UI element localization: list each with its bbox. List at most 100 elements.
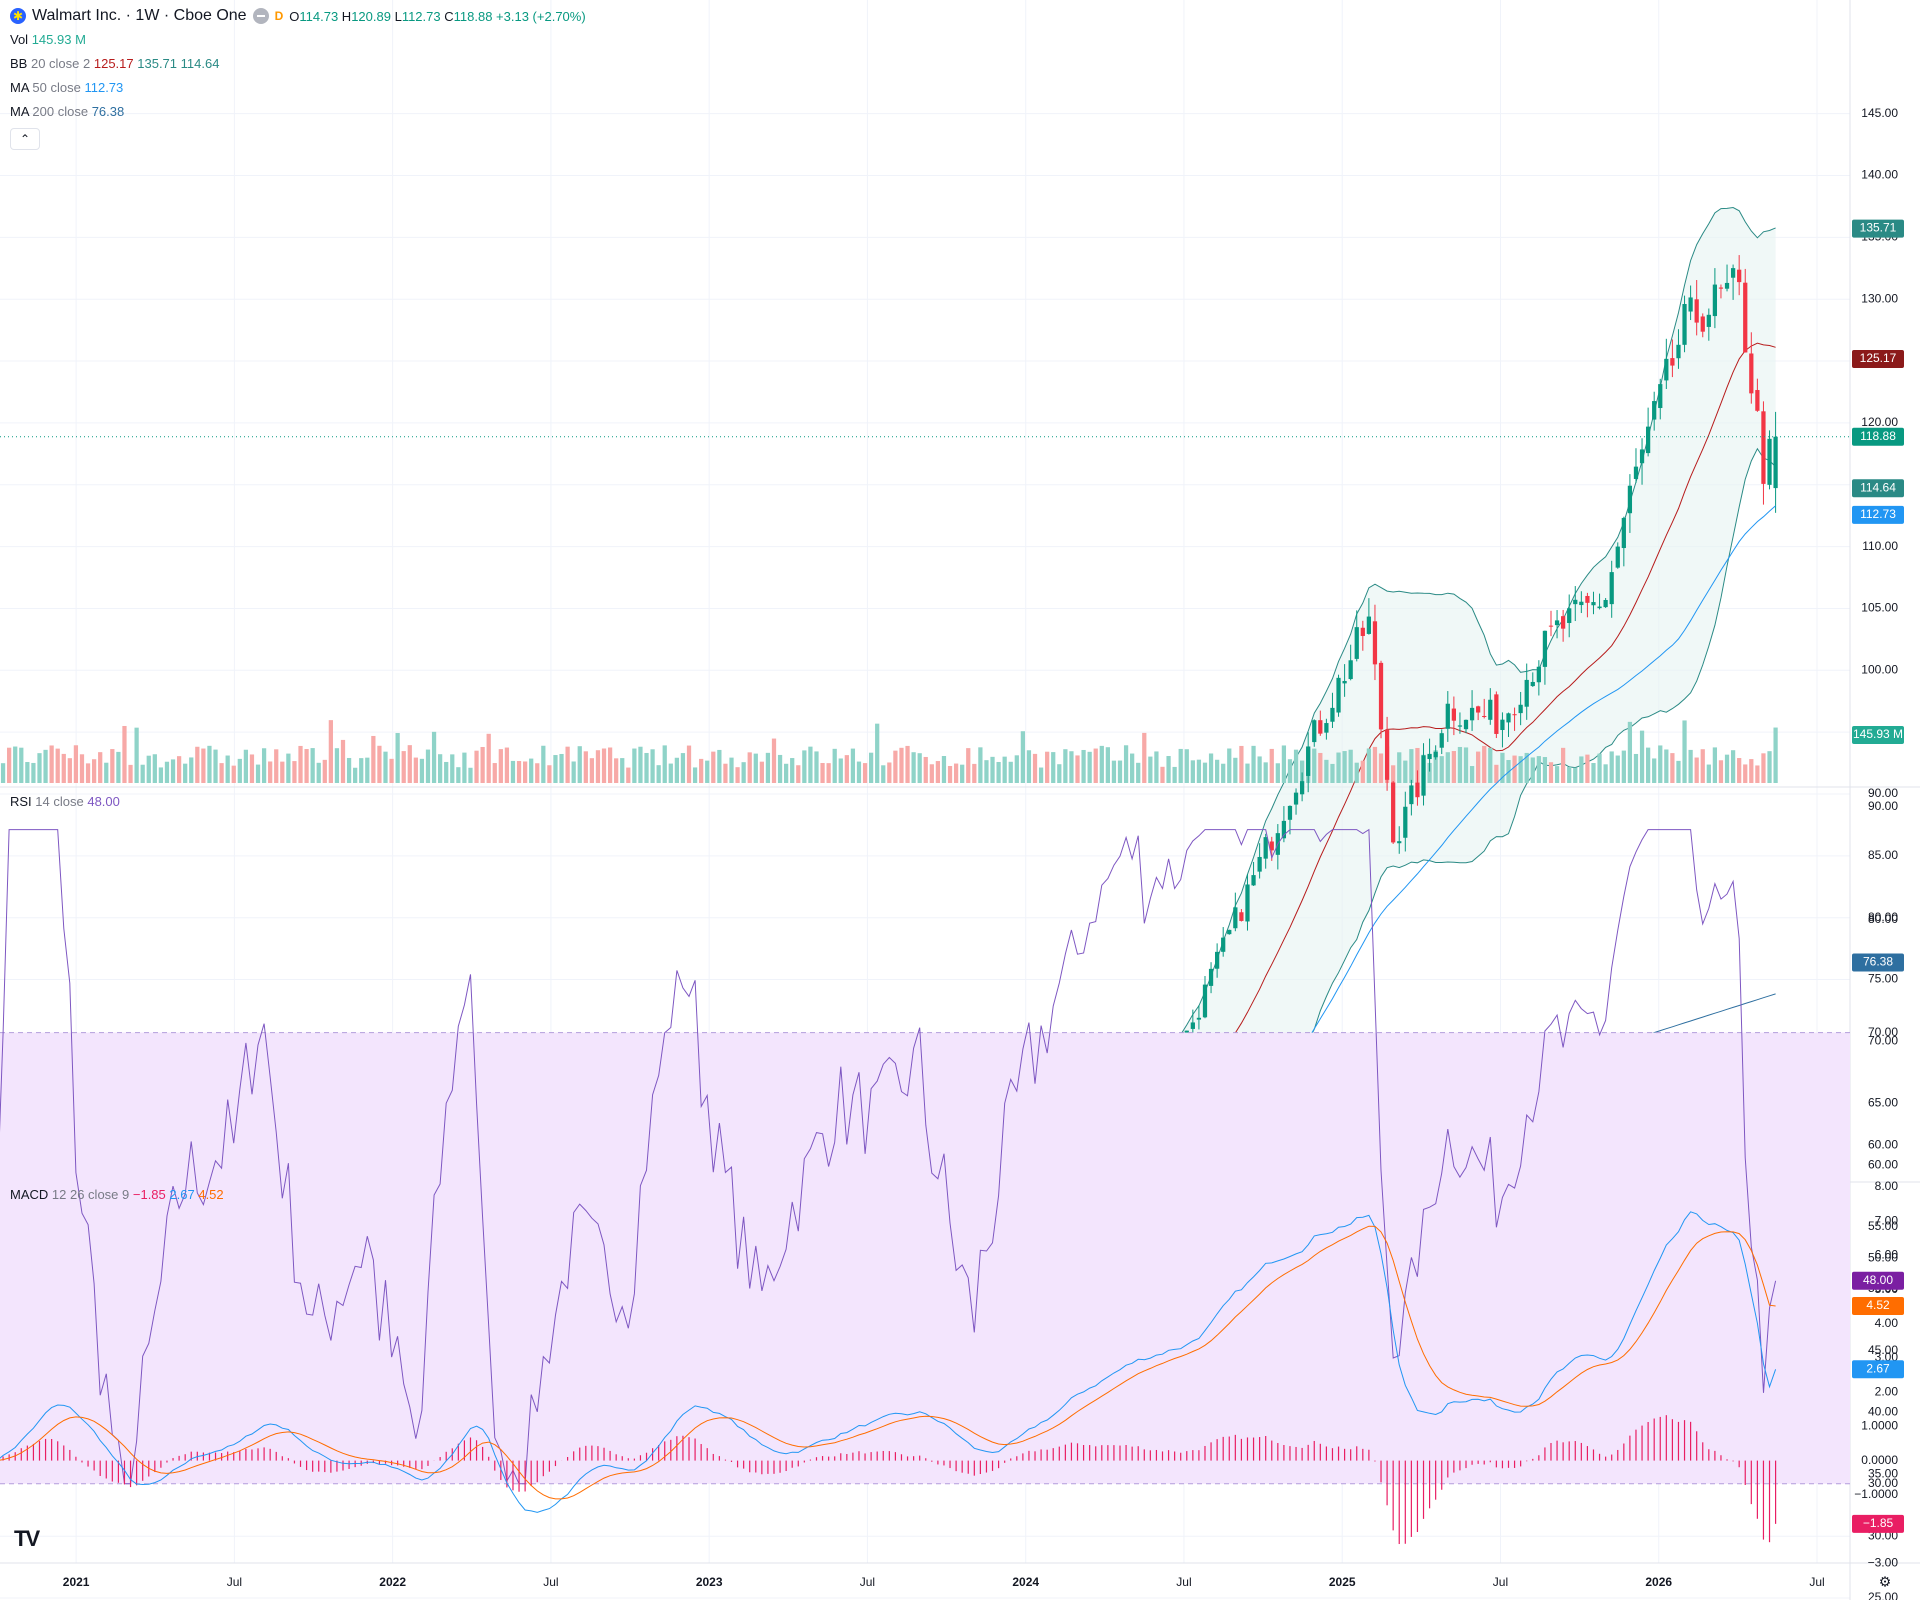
volume-bar: [274, 749, 279, 783]
collapse-legend-button[interactable]: ⌃: [10, 128, 40, 150]
volume-bar: [960, 764, 965, 783]
volume-bar: [1567, 766, 1572, 783]
volume-bar: [699, 758, 704, 783]
volume-bar: [468, 767, 473, 783]
price-axis-label: 70.00: [1868, 1034, 1898, 1048]
volume-bar: [25, 762, 30, 783]
price-axis-label: 100.00: [1861, 662, 1898, 676]
volume-bar: [225, 755, 230, 783]
delayed-flag[interactable]: D: [274, 9, 284, 23]
volume-bar: [838, 758, 843, 783]
price-tag-ma200: 76.38: [1863, 955, 1893, 969]
legend-ma50[interactable]: MA 50 close 112.73: [10, 80, 124, 95]
volume-bar: [1597, 753, 1602, 783]
volume-bar: [735, 767, 740, 783]
time-axis-label: Jul: [543, 1575, 558, 1589]
volume-bar: [753, 753, 758, 783]
price-axis-label: 75.00: [1868, 972, 1898, 986]
legend-volume[interactable]: Vol 145.93 M: [10, 32, 86, 47]
volume-bar: [377, 745, 382, 783]
volume-bar: [37, 753, 42, 783]
volume-bar: [176, 756, 182, 783]
volume-bar: [1706, 764, 1711, 783]
symbol-title[interactable]: Walmart Inc. · 1W · Cboe One: [32, 7, 247, 24]
price-tag-last-bg: [1852, 427, 1904, 446]
volume-bar: [237, 758, 242, 783]
volume-bar: [1123, 745, 1129, 783]
volume-bar: [547, 765, 552, 783]
candle-body: [1761, 411, 1766, 484]
volume-bar: [492, 763, 497, 783]
rsi-pane: [0, 828, 1850, 1485]
volume-bar: [972, 763, 977, 783]
legend-rsi[interactable]: RSI 14 close 48.00: [10, 794, 120, 809]
volume-bar: [1682, 720, 1687, 783]
price-axis-label: 60.00: [1868, 1157, 1898, 1171]
volume-bar: [183, 763, 188, 783]
volume-bar: [729, 757, 734, 783]
volume-bar: [1117, 760, 1123, 783]
legend-macd[interactable]: MACD 12 26 close 9 −1.85 2.67 4.52: [10, 1187, 224, 1202]
volume-bar: [911, 752, 916, 783]
volume-bar: [1111, 760, 1117, 783]
price-axis-label: 35.00: [1868, 1467, 1898, 1481]
volume-bar: [1142, 732, 1147, 783]
volume-bar: [1500, 752, 1505, 783]
volume-bar: [1591, 763, 1596, 783]
volume-bar: [1148, 756, 1153, 783]
volume-bar: [747, 752, 752, 783]
volume-bar: [1002, 756, 1007, 783]
settings-gear-icon[interactable]: ⚙: [1879, 1574, 1892, 1590]
volume-bar: [444, 761, 449, 783]
volume-bar: [1718, 760, 1724, 783]
tradingview-logo-icon[interactable]: TV: [14, 1526, 40, 1551]
candle-body: [1427, 753, 1432, 760]
volume-bar: [73, 745, 79, 783]
candle-body: [1324, 723, 1329, 733]
price-tag-vol-bg: [1852, 726, 1904, 744]
rsi-axis-label: 90.00: [1868, 799, 1898, 813]
volume-bar: [1166, 756, 1171, 783]
volume-bar: [905, 745, 910, 783]
price-tag-bb_lower: 114.64: [1860, 480, 1896, 494]
volume-bar: [553, 755, 558, 783]
price-axis-label: 120.00: [1861, 415, 1898, 429]
volume-bar: [1057, 764, 1062, 783]
volume-bar: [674, 757, 679, 783]
rsi-axis-label: 50.00: [1868, 1250, 1898, 1264]
volume-bar: [1269, 748, 1274, 783]
volume-bar: [759, 761, 764, 783]
volume-bar: [1008, 761, 1013, 783]
volume-bar: [49, 745, 54, 783]
macd-axis-label: −3.00: [1868, 1555, 1899, 1569]
volume-bar: [1694, 757, 1699, 783]
time-axis-label: 2024: [1012, 1575, 1039, 1589]
candle-body: [1330, 707, 1335, 722]
volume-bar: [990, 756, 995, 783]
candle-body: [1621, 517, 1626, 549]
volume-bar: [104, 762, 109, 783]
volume-bar: [984, 760, 989, 783]
volume-bar: [1700, 749, 1705, 783]
time-axis-label: Jul: [1809, 1575, 1824, 1589]
volume-bar: [1536, 756, 1541, 783]
candle-body: [1476, 706, 1481, 713]
candle-body: [1306, 746, 1311, 776]
volume-bar: [43, 749, 48, 783]
volume-bar: [1257, 756, 1262, 783]
candle-body: [1397, 841, 1402, 844]
legend-ma200[interactable]: MA 200 close 76.38: [10, 104, 125, 119]
volume-bar: [401, 751, 406, 783]
candle-body: [1421, 755, 1426, 796]
legend-bollinger[interactable]: BB 20 close 2 125.17 135.71 114.64: [10, 56, 220, 71]
volume-bar: [1038, 767, 1044, 783]
rsi-axis-label: 30.00: [1868, 1476, 1898, 1490]
rsi-tag-bg: [1852, 1271, 1904, 1290]
market-status-icon[interactable]: [252, 8, 269, 24]
candle-body: [1694, 299, 1699, 323]
volume-bar: [480, 746, 485, 783]
volume-bar: [152, 754, 157, 783]
candle-body: [1372, 621, 1378, 665]
volume-bar: [110, 749, 115, 783]
